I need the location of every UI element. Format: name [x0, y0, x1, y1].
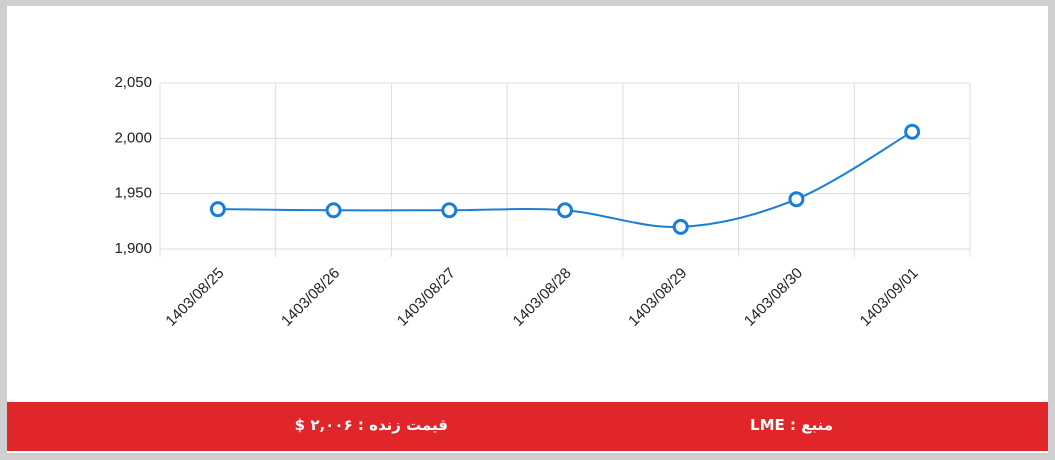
- point: [904, 123, 921, 140]
- y-tick-label: 2,050: [114, 74, 152, 91]
- y-tick-label: 2,000: [114, 129, 152, 146]
- y-tick-label: 1,950: [114, 185, 152, 202]
- point: [209, 201, 226, 218]
- x-tick-label: 1403/08/29: [625, 265, 690, 330]
- x-tick-label: 1403/08/25: [162, 265, 227, 330]
- point: [788, 191, 805, 208]
- point: [325, 202, 342, 219]
- source: منبع : LME: [750, 416, 833, 434]
- point: [557, 202, 573, 219]
- point: [441, 202, 458, 219]
- x-tick-label: 1403/08/30: [741, 265, 806, 330]
- x-tick-label: 1403/08/28: [510, 265, 575, 330]
- live-price: قیمت زنده : ۲,۰۰۶ $: [294, 416, 448, 434]
- x-tick-label: 1403/09/01: [857, 265, 922, 330]
- point: [672, 218, 689, 235]
- x-tick-label: 1403/08/26: [278, 265, 343, 330]
- footer-bar: قیمت زنده : ۲,۰۰۶ $ منبع : LME: [7, 402, 1048, 451]
- y-tick-label: 1,900: [114, 240, 152, 257]
- x-tick-label: 1403/08/27: [394, 265, 459, 330]
- chart: 1,900 1,950 2,000 2,050 1403/08/25 1403/08/26…: [114, 74, 971, 330]
